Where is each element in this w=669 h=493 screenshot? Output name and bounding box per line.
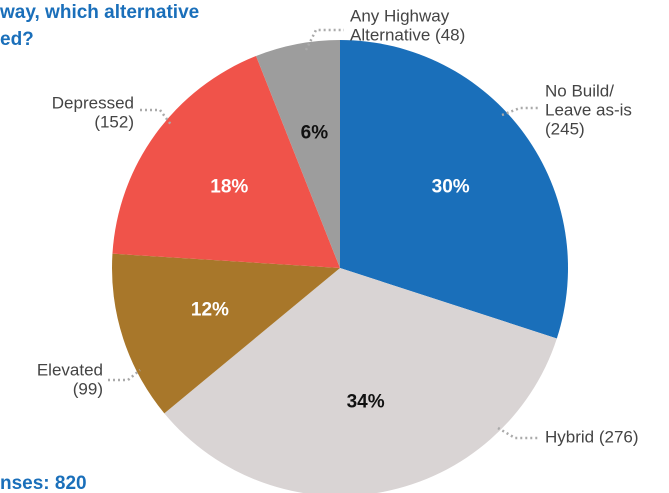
leader-line: [108, 369, 141, 382]
value-label: 6%: [301, 123, 329, 144]
pie-slice: [340, 40, 568, 339]
category-label: (152): [94, 112, 134, 131]
footnote: nses: 820: [0, 473, 87, 493]
category-label: Hybrid (276): [545, 427, 639, 446]
category-label: Depressed: [52, 93, 134, 112]
pie: [112, 40, 568, 493]
pie-slice: [164, 268, 557, 493]
category-label: Leave as-is: [545, 100, 632, 119]
leader-line: [501, 106, 540, 117]
value-label: 34%: [347, 391, 385, 412]
value-label: 30%: [432, 177, 470, 198]
category-label: (99): [73, 379, 103, 398]
category-label: Alternative (48): [350, 25, 465, 44]
title-line: way, which alternative: [0, 2, 199, 23]
pie-slice: [256, 40, 340, 268]
leader-line: [140, 108, 173, 127]
category-label: Elevated: [37, 360, 103, 379]
leader-line: [304, 28, 344, 51]
category-label: (245): [545, 119, 585, 138]
value-label: 18%: [210, 177, 248, 198]
pie-slice: [112, 253, 340, 414]
pie-slice: [112, 56, 340, 269]
leader-line: [497, 426, 540, 440]
title-line: ed?: [0, 29, 34, 50]
value-label: 12%: [191, 299, 229, 320]
category-label: Any Highway: [350, 6, 450, 25]
category-label: No Build/: [545, 81, 614, 100]
